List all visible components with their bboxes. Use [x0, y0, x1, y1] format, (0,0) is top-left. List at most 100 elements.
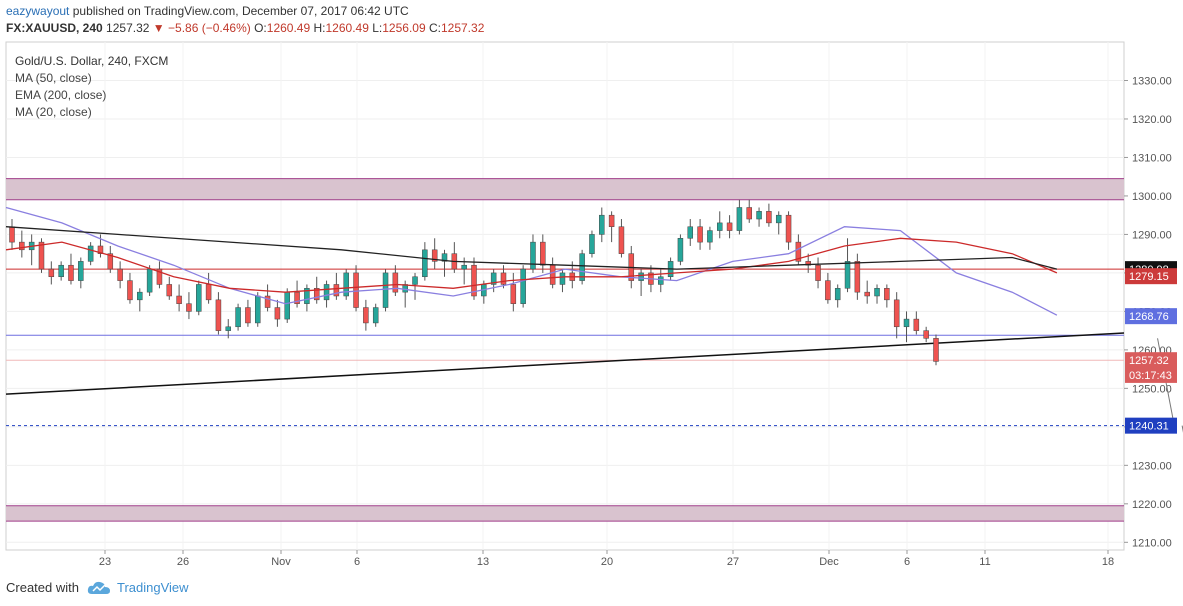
candle[interactable]: [156, 268, 163, 285]
candle[interactable]: [117, 268, 123, 281]
candle[interactable]: [274, 307, 281, 320]
candle[interactable]: [422, 249, 428, 278]
candle[interactable]: [500, 272, 507, 285]
candle[interactable]: [530, 241, 536, 270]
candle[interactable]: [48, 268, 55, 278]
author-link[interactable]: eazywayout: [6, 4, 70, 18]
candle[interactable]: [618, 226, 625, 254]
candle[interactable]: [9, 226, 15, 243]
candle[interactable]: [166, 284, 173, 297]
candle[interactable]: [579, 253, 585, 281]
candle[interactable]: [589, 234, 595, 254]
candle[interactable]: [412, 276, 418, 285]
candle[interactable]: [235, 307, 241, 328]
candle[interactable]: [520, 268, 526, 304]
candle[interactable]: [805, 261, 811, 266]
candle[interactable]: [313, 288, 320, 301]
candle[interactable]: [687, 226, 694, 239]
candle[interactable]: [225, 326, 232, 331]
candle[interactable]: [284, 291, 290, 320]
candle[interactable]: [707, 230, 713, 243]
candle[interactable]: [431, 249, 438, 262]
candle[interactable]: [215, 299, 222, 331]
candle[interactable]: [353, 272, 359, 308]
candle[interactable]: [137, 291, 143, 301]
candle[interactable]: [372, 307, 379, 324]
candle[interactable]: [510, 284, 517, 304]
candle[interactable]: [294, 291, 300, 304]
candle[interactable]: [716, 222, 723, 231]
candle[interactable]: [176, 295, 182, 304]
legend-item-ma20[interactable]: MA (20, close): [15, 105, 92, 119]
candle[interactable]: [608, 214, 615, 227]
candle[interactable]: [815, 264, 821, 281]
candle[interactable]: [844, 261, 851, 289]
candle[interactable]: [559, 272, 566, 285]
series-line[interactable]: [5, 226, 1058, 270]
candle[interactable]: [19, 241, 25, 251]
candle[interactable]: [38, 241, 45, 270]
series-line[interactable]: [5, 237, 1058, 293]
candle[interactable]: [775, 214, 782, 224]
candle[interactable]: [363, 307, 369, 324]
candle[interactable]: [697, 226, 703, 243]
candle[interactable]: [903, 318, 910, 328]
candle[interactable]: [471, 264, 477, 297]
candle[interactable]: [540, 241, 546, 266]
sr-zone[interactable]: [6, 178, 1124, 200]
tradingview-link[interactable]: TradingView: [116, 580, 189, 595]
legend-item-ema200[interactable]: EMA (200, close): [15, 88, 107, 102]
candle[interactable]: [441, 253, 448, 262]
sr-zone[interactable]: [6, 505, 1124, 522]
candle[interactable]: [68, 264, 74, 281]
candle[interactable]: [196, 284, 202, 312]
candle[interactable]: [658, 276, 664, 285]
y-tick-label: 1320.00: [1132, 114, 1172, 126]
candle[interactable]: [205, 284, 212, 301]
candle[interactable]: [756, 211, 762, 220]
candle[interactable]: [638, 272, 644, 281]
candle[interactable]: [78, 261, 84, 281]
candle[interactable]: [490, 272, 497, 285]
candle[interactable]: [264, 295, 271, 308]
candle[interactable]: [746, 207, 752, 220]
candle[interactable]: [343, 272, 349, 297]
candle[interactable]: [304, 288, 310, 304]
candle[interactable]: [766, 211, 772, 224]
candle[interactable]: [323, 284, 330, 301]
candle[interactable]: [127, 280, 133, 301]
candle[interactable]: [107, 253, 114, 270]
candle[interactable]: [461, 264, 467, 270]
candle[interactable]: [864, 291, 870, 297]
legend-item-ma50[interactable]: MA (50, close): [15, 71, 92, 85]
candle[interactable]: [677, 238, 684, 262]
candle[interactable]: [549, 264, 556, 285]
candle[interactable]: [146, 268, 153, 293]
candle[interactable]: [923, 330, 929, 339]
candle[interactable]: [893, 299, 900, 328]
candle[interactable]: [884, 288, 890, 301]
candle[interactable]: [58, 264, 64, 278]
candle[interactable]: [726, 222, 733, 231]
candle[interactable]: [333, 284, 340, 297]
candle[interactable]: [254, 295, 261, 324]
candle[interactable]: [245, 307, 251, 324]
candle[interactable]: [834, 288, 841, 301]
candle[interactable]: [825, 280, 831, 301]
candle[interactable]: [97, 245, 104, 254]
candle[interactable]: [874, 288, 880, 297]
candle[interactable]: [933, 338, 939, 362]
candle[interactable]: [854, 261, 861, 293]
candle[interactable]: [795, 241, 802, 262]
candle[interactable]: [382, 272, 389, 308]
candle[interactable]: [392, 272, 399, 293]
candle[interactable]: [599, 214, 605, 235]
plot-area[interactable]: [5, 41, 1125, 551]
series-line[interactable]: [5, 206, 1058, 316]
candle[interactable]: [736, 207, 743, 231]
candle[interactable]: [87, 245, 94, 262]
candle[interactable]: [913, 318, 920, 331]
candle[interactable]: [186, 303, 192, 312]
candle[interactable]: [785, 214, 792, 243]
